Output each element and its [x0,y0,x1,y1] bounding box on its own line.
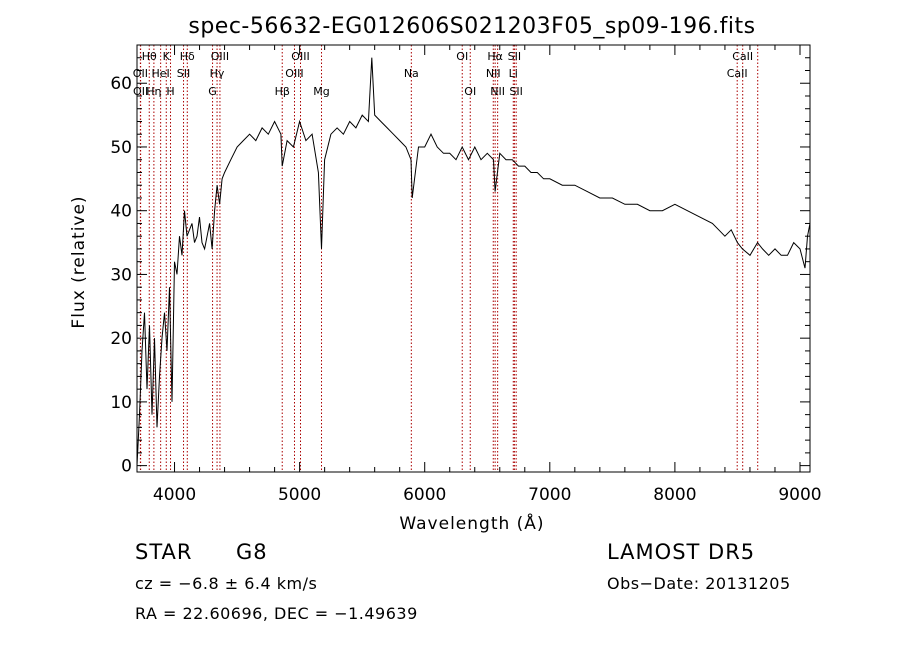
line-marker-label: OIII [285,67,303,80]
line-marker-label: OIII [291,50,309,63]
line-marker-label: Hγ [210,67,225,80]
y-axis-ticks: 0 10 20 30 40 50 60 [110,57,810,477]
line-marker-label: Hθ [142,50,157,63]
y-tick-label: 10 [110,393,132,413]
line-marker-label: OI [464,85,476,98]
line-marker-label: NII [486,67,501,80]
y-tick-label: 20 [110,329,132,349]
x-tick-label: 4000 [153,485,196,505]
line-marker-label: CaII [727,67,748,80]
line-marker-label: NII [490,85,505,98]
line-marker-label: G [208,85,217,98]
line-marker-label: OIII [211,50,229,63]
y-axis-label: Flux (relative) [69,195,89,328]
line-marker-labels: Hθ K Hδ OIII OIII OI Hα SII CaII OII HeI SII Hγ OIII N… [133,0,768,98]
line-marker-label: K [163,50,171,63]
line-marker-label: SII [177,67,190,80]
x-tick-label: 6000 [403,485,446,505]
line-marker-label: SII [509,85,522,98]
line-marker-label: Hβ [275,85,290,98]
object-class: STAR [135,540,193,564]
x-tick-label: 9000 [778,485,821,505]
x-axis-label: Wavelength (Å) [399,512,544,534]
chart-title: spec-56632-EG012606S021203F05_sp09-196.f… [188,14,755,39]
y-tick-label: 50 [110,138,132,158]
ra-dec: RA = 22.60696, DEC = −1.49639 [135,604,418,623]
line-marker-label: Mg [313,85,329,98]
survey-name: LAMOST DR5 [607,540,756,564]
line-marker-label: CaII [732,50,753,63]
x-tick-label: 5000 [278,485,321,505]
observation-date: Obs−Date: 20131205 [607,574,791,593]
plot-frame [136,44,811,473]
y-tick-label: 60 [110,74,132,94]
line-marker-label: HeI [151,67,169,80]
line-marker-label: Hη [146,85,161,98]
line-marker-label: H [166,85,174,98]
redshift-cz: cz = −6.8 ± 6.4 km/s [135,574,318,593]
y-tick-label: 30 [110,265,132,285]
x-axis-ticks: 4000 5000 6000 7000 8000 9000 [153,45,822,505]
line-marker-label: CaII [747,0,768,3]
object-subclass: G8 [236,540,268,564]
spectrum-line [136,57,811,466]
y-tick-label: 0 [121,457,132,477]
line-marker-label: Na [404,67,419,80]
x-tick-label: 7000 [528,485,571,505]
line-markers [139,45,759,472]
line-marker-label: OI [456,50,468,63]
line-marker-label: OII [133,67,148,80]
line-marker-label: Hδ [180,50,195,63]
line-marker-label: Li [509,67,518,80]
line-marker-label: Hα [487,50,503,63]
x-tick-label: 8000 [653,485,696,505]
line-marker-label: SII [508,50,521,63]
y-tick-label: 40 [110,202,132,222]
